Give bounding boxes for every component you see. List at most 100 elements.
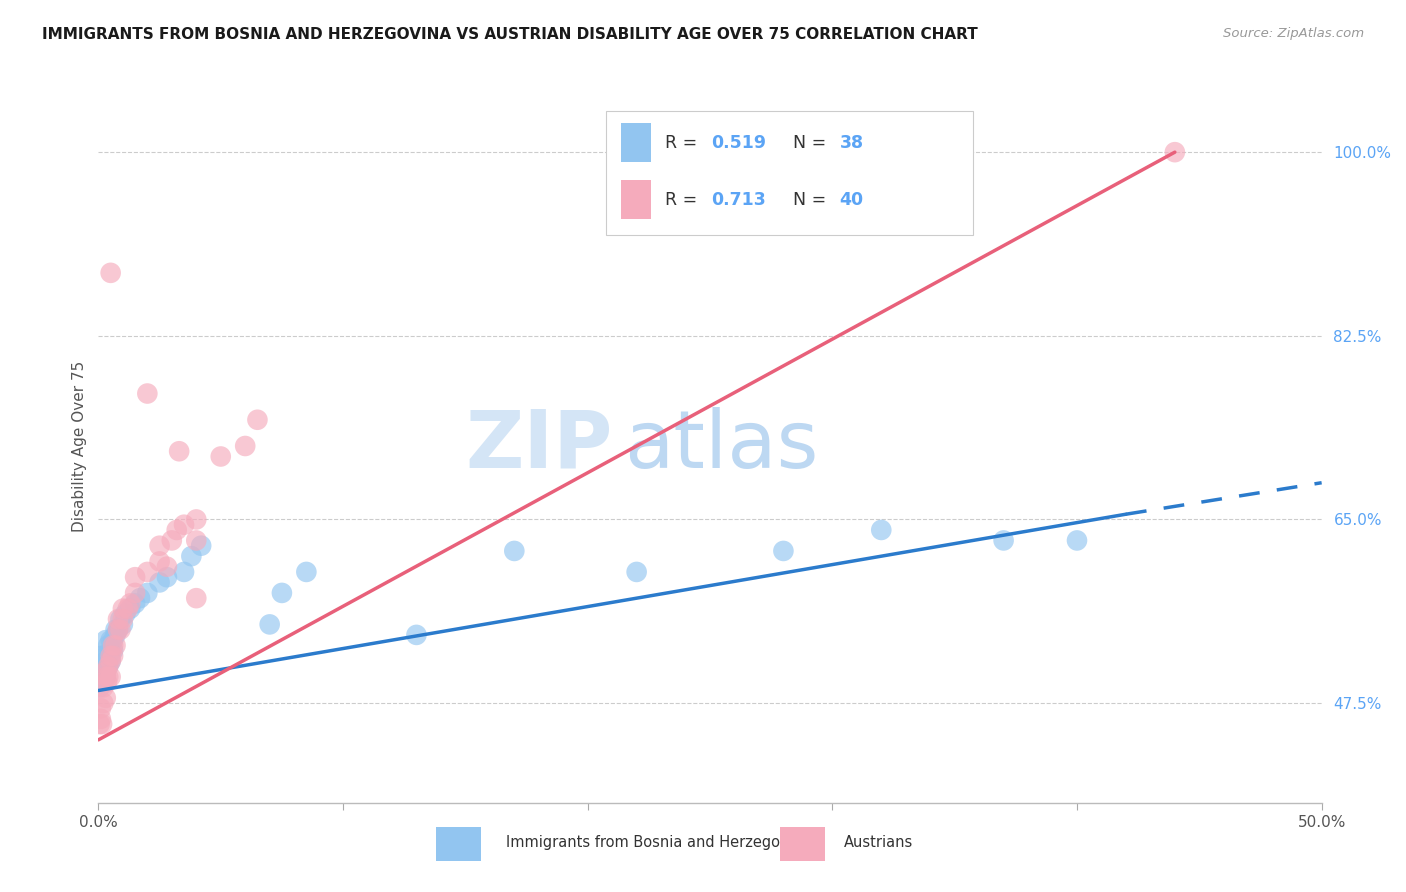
Text: R =: R = xyxy=(665,134,703,152)
Point xyxy=(100,670,122,684)
Point xyxy=(94,670,117,684)
Point xyxy=(91,717,114,731)
Text: atlas: atlas xyxy=(624,407,818,485)
Point xyxy=(156,570,179,584)
Point xyxy=(94,659,117,673)
Point xyxy=(94,654,117,668)
Point xyxy=(100,633,122,648)
Point xyxy=(91,659,114,673)
Point xyxy=(870,523,893,537)
Text: ZIP: ZIP xyxy=(465,407,612,485)
Point xyxy=(186,591,208,606)
Point xyxy=(173,517,195,532)
Point xyxy=(149,554,172,568)
Point xyxy=(110,612,132,626)
Point xyxy=(101,639,124,653)
FancyBboxPatch shape xyxy=(606,111,973,235)
Point xyxy=(772,544,794,558)
Point xyxy=(190,539,212,553)
Point xyxy=(111,617,134,632)
Text: N =: N = xyxy=(793,134,832,152)
Text: 0.713: 0.713 xyxy=(711,191,766,209)
Point xyxy=(91,648,114,663)
Point xyxy=(136,586,159,600)
Point xyxy=(129,591,152,606)
Point xyxy=(101,633,124,648)
Text: Austrians: Austrians xyxy=(844,836,912,850)
Point xyxy=(96,654,118,668)
Point xyxy=(91,681,114,695)
Point xyxy=(173,565,195,579)
Point xyxy=(186,512,208,526)
Point xyxy=(993,533,1015,548)
Point xyxy=(89,717,111,731)
Text: 40: 40 xyxy=(839,191,863,209)
Point xyxy=(107,623,129,637)
Point xyxy=(405,628,427,642)
Point xyxy=(91,696,114,710)
Point xyxy=(104,628,127,642)
Point xyxy=(270,586,294,600)
Point xyxy=(90,648,112,663)
Point xyxy=(186,533,208,548)
Point xyxy=(90,712,112,726)
Text: 0.519: 0.519 xyxy=(711,134,766,152)
Text: 38: 38 xyxy=(839,134,863,152)
Point xyxy=(246,413,269,427)
Point xyxy=(136,565,159,579)
Point xyxy=(97,654,120,668)
FancyBboxPatch shape xyxy=(620,123,651,162)
Point xyxy=(100,648,122,663)
Point xyxy=(100,266,122,280)
Point xyxy=(233,439,256,453)
Point xyxy=(120,601,142,615)
Point xyxy=(91,665,114,679)
Point xyxy=(149,575,172,590)
Point xyxy=(100,643,122,657)
Point xyxy=(107,612,129,626)
Point xyxy=(97,670,120,684)
Point xyxy=(97,659,120,673)
Point xyxy=(124,570,146,584)
Point xyxy=(93,665,115,679)
Text: IMMIGRANTS FROM BOSNIA AND HERZEGOVINA VS AUSTRIAN DISABILITY AGE OVER 75 CORREL: IMMIGRANTS FROM BOSNIA AND HERZEGOVINA V… xyxy=(42,27,979,42)
Point xyxy=(104,623,127,637)
Point xyxy=(1066,533,1088,548)
Point xyxy=(156,559,179,574)
Text: Source: ZipAtlas.com: Source: ZipAtlas.com xyxy=(1223,27,1364,40)
Point xyxy=(94,648,117,663)
Point xyxy=(124,596,146,610)
Point xyxy=(160,533,183,548)
Point xyxy=(104,639,127,653)
Point xyxy=(101,643,124,657)
Point xyxy=(114,607,136,621)
Point xyxy=(90,670,112,684)
Point xyxy=(101,648,124,663)
Text: Immigrants from Bosnia and Herzegovina: Immigrants from Bosnia and Herzegovina xyxy=(506,836,811,850)
Point xyxy=(503,544,526,558)
Point xyxy=(259,617,281,632)
FancyBboxPatch shape xyxy=(620,180,651,219)
Point xyxy=(120,596,142,610)
Point xyxy=(97,659,120,673)
Point xyxy=(89,681,111,695)
Point xyxy=(111,601,134,615)
Point xyxy=(107,623,129,637)
Point xyxy=(100,654,122,668)
Point xyxy=(96,675,118,690)
Point xyxy=(110,623,132,637)
Point xyxy=(626,565,648,579)
Point xyxy=(94,670,117,684)
Point xyxy=(100,654,122,668)
Point xyxy=(166,523,188,537)
Point xyxy=(94,665,117,679)
Point xyxy=(180,549,202,564)
Point xyxy=(97,639,120,653)
Point xyxy=(94,690,117,705)
Point xyxy=(111,612,134,626)
Point xyxy=(90,701,112,715)
Point xyxy=(91,675,114,690)
Point xyxy=(136,386,159,401)
Point xyxy=(209,450,232,464)
Point xyxy=(124,586,146,600)
